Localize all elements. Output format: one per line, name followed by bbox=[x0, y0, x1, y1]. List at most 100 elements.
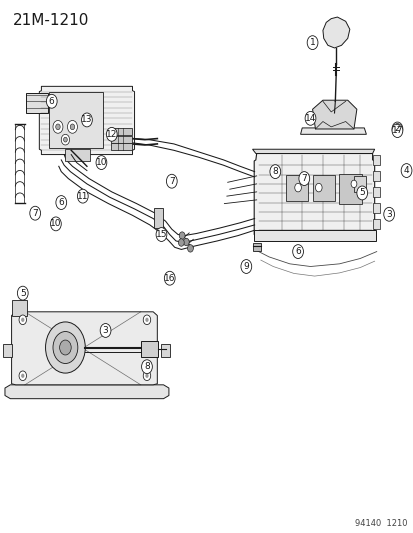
Bar bbox=[372, 203, 379, 213]
Bar bbox=[49, 92, 102, 148]
Circle shape bbox=[358, 188, 364, 196]
Polygon shape bbox=[322, 17, 349, 48]
Circle shape bbox=[64, 137, 67, 142]
Text: 5: 5 bbox=[20, 289, 26, 297]
Circle shape bbox=[106, 127, 117, 141]
Circle shape bbox=[400, 164, 411, 177]
Circle shape bbox=[391, 124, 402, 138]
Bar bbox=[111, 136, 131, 143]
Polygon shape bbox=[300, 128, 366, 134]
Polygon shape bbox=[252, 149, 374, 154]
Text: 14: 14 bbox=[304, 114, 316, 123]
Circle shape bbox=[292, 245, 303, 259]
Circle shape bbox=[306, 36, 317, 50]
Circle shape bbox=[21, 374, 24, 378]
Text: 8: 8 bbox=[272, 167, 278, 176]
Text: 7: 7 bbox=[301, 174, 306, 183]
Circle shape bbox=[56, 196, 66, 209]
Circle shape bbox=[269, 165, 280, 179]
Polygon shape bbox=[39, 86, 134, 155]
Text: 7: 7 bbox=[32, 209, 38, 217]
Text: 8: 8 bbox=[144, 362, 150, 371]
Bar bbox=[160, 344, 169, 357]
Circle shape bbox=[53, 120, 63, 133]
Circle shape bbox=[45, 322, 85, 373]
Text: 3: 3 bbox=[102, 326, 108, 335]
Circle shape bbox=[240, 260, 251, 273]
Text: 16: 16 bbox=[164, 274, 175, 282]
Bar bbox=[372, 155, 379, 165]
Circle shape bbox=[70, 124, 74, 130]
Circle shape bbox=[145, 318, 148, 322]
Bar bbox=[111, 128, 131, 135]
Circle shape bbox=[383, 207, 394, 221]
Text: 10: 10 bbox=[95, 158, 107, 167]
Circle shape bbox=[391, 122, 402, 136]
Circle shape bbox=[143, 371, 150, 381]
Text: 6: 6 bbox=[58, 198, 64, 207]
Text: 6: 6 bbox=[49, 97, 55, 106]
Bar bbox=[111, 143, 131, 150]
Circle shape bbox=[350, 180, 356, 188]
Circle shape bbox=[298, 172, 309, 185]
Text: 1: 1 bbox=[309, 38, 315, 47]
Polygon shape bbox=[12, 312, 157, 385]
Text: 6: 6 bbox=[294, 247, 300, 256]
Circle shape bbox=[30, 206, 40, 220]
Circle shape bbox=[59, 340, 71, 355]
Bar bbox=[254, 230, 375, 241]
Bar bbox=[312, 175, 335, 201]
Bar bbox=[372, 187, 379, 197]
Circle shape bbox=[21, 318, 24, 322]
Circle shape bbox=[67, 120, 77, 133]
Circle shape bbox=[183, 238, 189, 246]
Text: 11: 11 bbox=[77, 192, 88, 200]
Circle shape bbox=[77, 189, 88, 203]
Text: 3: 3 bbox=[385, 210, 391, 219]
Circle shape bbox=[294, 183, 301, 192]
Polygon shape bbox=[254, 154, 374, 241]
Text: 94140  1210: 94140 1210 bbox=[354, 519, 407, 528]
Text: 21M-1210: 21M-1210 bbox=[12, 13, 88, 28]
Circle shape bbox=[96, 156, 107, 169]
Bar bbox=[353, 176, 366, 192]
Bar bbox=[26, 93, 48, 113]
Circle shape bbox=[61, 134, 69, 145]
Circle shape bbox=[17, 286, 28, 300]
Bar bbox=[140, 341, 158, 357]
Text: 4: 4 bbox=[403, 166, 408, 175]
Circle shape bbox=[19, 371, 26, 381]
Bar bbox=[372, 171, 379, 181]
Circle shape bbox=[50, 217, 61, 231]
Circle shape bbox=[56, 124, 60, 130]
Circle shape bbox=[141, 360, 152, 374]
Circle shape bbox=[179, 232, 185, 239]
Circle shape bbox=[81, 113, 92, 127]
Circle shape bbox=[315, 183, 321, 192]
Text: 5: 5 bbox=[358, 189, 364, 197]
Text: 2: 2 bbox=[394, 125, 399, 133]
Circle shape bbox=[178, 239, 184, 246]
Bar bbox=[154, 208, 163, 228]
Circle shape bbox=[53, 332, 78, 364]
Polygon shape bbox=[312, 100, 356, 129]
Circle shape bbox=[187, 245, 193, 252]
Circle shape bbox=[356, 186, 367, 200]
Circle shape bbox=[19, 315, 26, 325]
Circle shape bbox=[164, 271, 175, 285]
Circle shape bbox=[145, 374, 148, 378]
Circle shape bbox=[156, 228, 166, 241]
Text: 12: 12 bbox=[106, 130, 117, 139]
Text: 13: 13 bbox=[81, 116, 93, 124]
Circle shape bbox=[100, 324, 111, 337]
Circle shape bbox=[143, 315, 150, 325]
Text: 7: 7 bbox=[169, 177, 174, 185]
Bar bbox=[65, 149, 90, 161]
Circle shape bbox=[304, 111, 315, 125]
Text: 10: 10 bbox=[50, 220, 62, 228]
Circle shape bbox=[166, 174, 177, 188]
Text: 17: 17 bbox=[391, 126, 402, 135]
Polygon shape bbox=[5, 385, 169, 399]
Circle shape bbox=[46, 94, 57, 108]
Bar bbox=[12, 300, 27, 316]
